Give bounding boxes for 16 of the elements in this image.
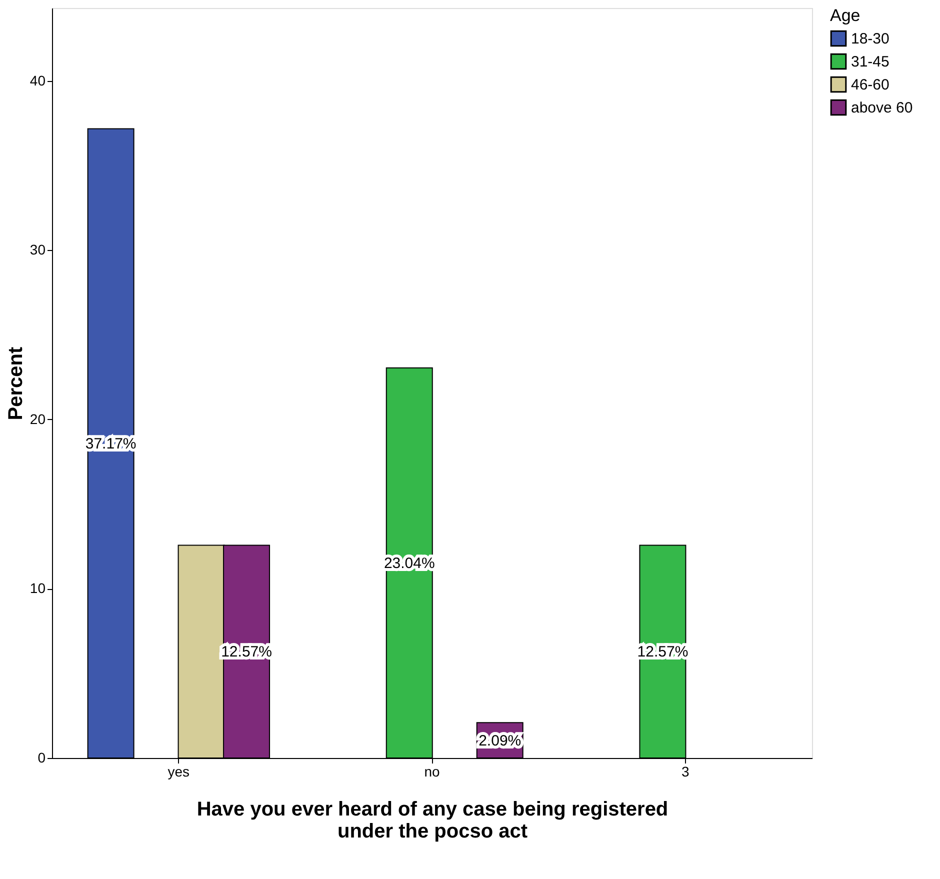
- x-tick-label: no: [424, 764, 440, 780]
- x-tick-label: yes: [168, 764, 190, 780]
- y-tick-label: 40: [30, 72, 46, 88]
- y-tick-label: 0: [38, 750, 46, 766]
- legend-label: 46-60: [851, 76, 890, 94]
- data-label: 2.09%: [478, 732, 522, 750]
- legend-label: 18-30: [851, 30, 890, 48]
- x-tick-label: 3: [681, 764, 690, 780]
- legend-label: 31-45: [851, 54, 890, 70]
- x-axis-title: Have you ever heard of any case being registered under the pocso act: [196, 798, 668, 842]
- y-tick-label: 20: [30, 410, 46, 427]
- legend-title: Age: [830, 6, 860, 25]
- y-axis-title: Percent: [4, 346, 27, 420]
- legend-label: above 60: [851, 100, 913, 116]
- y-tick-label: 30: [30, 242, 46, 258]
- y-tick-label: 10: [30, 580, 46, 596]
